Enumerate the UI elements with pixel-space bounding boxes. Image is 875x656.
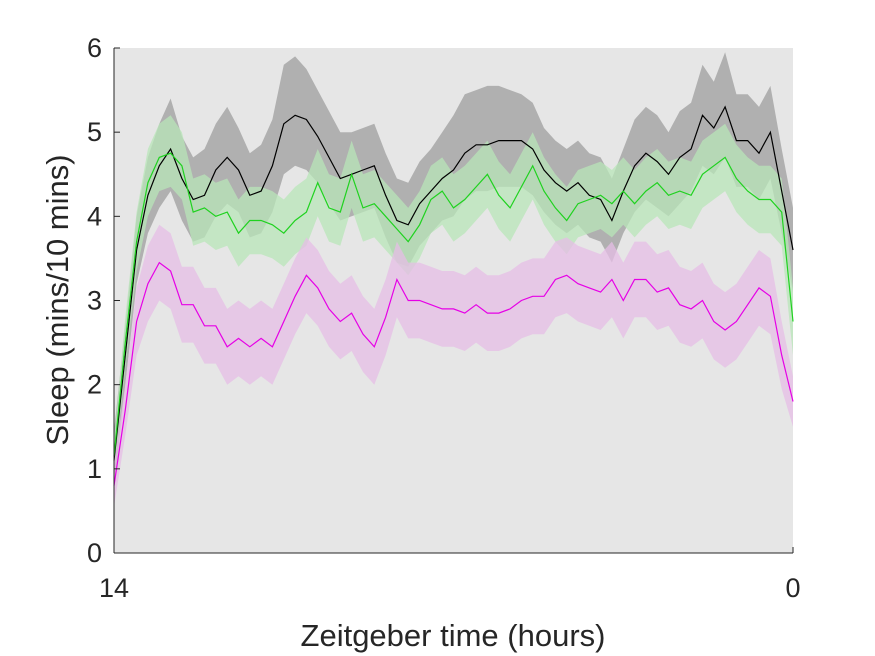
- series-1-band: [114, 115, 793, 474]
- x-axis-title: Zeitgeber time (hours): [301, 618, 606, 653]
- series-0-line: [113, 105, 794, 461]
- y-tick-label: 1: [87, 454, 102, 484]
- x-tick-label: 0: [785, 573, 800, 603]
- y-tick-label: 5: [87, 117, 102, 147]
- y-tick-label: 0: [87, 538, 102, 568]
- y-tick-label: 6: [87, 33, 102, 63]
- y-axis-title: Sleep (mins/10 mins): [40, 154, 75, 445]
- y-tick-label: 2: [87, 370, 102, 400]
- x-ticks: 14 0: [99, 547, 801, 603]
- series-2-line: [113, 261, 794, 486]
- series-1-line: [113, 152, 794, 457]
- x-tick-label: 14: [99, 573, 129, 603]
- y-ticks: 0 1 2 3 4 5 6: [87, 33, 120, 568]
- series-lines: [113, 105, 794, 486]
- y-tick-label: 3: [87, 286, 102, 316]
- series-2-band: [114, 224, 793, 507]
- confidence-bands: [114, 52, 793, 507]
- y-tick-label: 4: [87, 201, 102, 231]
